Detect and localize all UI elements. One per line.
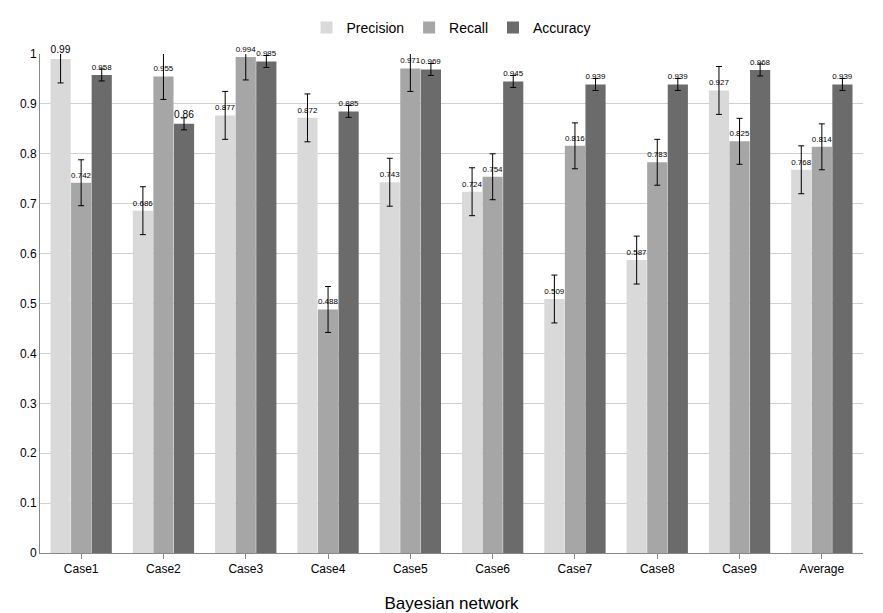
svg-text:0.939: 0.939 [585,72,606,81]
svg-text:0.969: 0.969 [421,57,442,66]
svg-text:0.994: 0.994 [236,45,256,54]
svg-text:Case7: Case7 [558,562,593,576]
svg-text:0.3: 0.3 [20,397,37,411]
svg-text:0: 0 [30,546,37,560]
svg-text:0.8: 0.8 [20,147,37,161]
svg-text:0.877: 0.877 [215,103,236,112]
svg-text:0.5: 0.5 [20,297,37,311]
svg-text:0.939: 0.939 [832,72,853,81]
svg-text:0.6: 0.6 [20,247,37,261]
svg-text:Case3: Case3 [228,562,263,576]
svg-text:0.488: 0.488 [318,297,338,306]
svg-text:Case8: Case8 [640,562,675,576]
svg-text:0.99: 0.99 [50,44,70,55]
svg-text:Precision: Precision [347,20,405,36]
svg-text:0.4: 0.4 [20,347,37,361]
svg-text:0.939: 0.939 [668,72,689,81]
svg-text:0.9: 0.9 [20,97,37,111]
svg-text:0.783: 0.783 [647,150,667,159]
svg-text:0.958: 0.958 [92,63,113,72]
svg-text:0.7: 0.7 [20,197,37,211]
svg-text:0.2: 0.2 [20,446,37,460]
svg-text:0.1: 0.1 [20,496,37,510]
svg-text:0.686: 0.686 [133,199,154,208]
svg-text:0.814: 0.814 [812,135,832,144]
svg-text:Bayesian network: Bayesian network [384,594,519,613]
svg-text:0.968: 0.968 [750,58,771,67]
svg-text:0.885: 0.885 [339,99,360,108]
svg-text:Average: Average [800,562,845,576]
svg-text:0.754: 0.754 [483,165,503,174]
svg-text:0.509: 0.509 [544,287,565,296]
svg-text:0.816: 0.816 [565,134,585,143]
svg-text:Accuracy: Accuracy [533,20,591,36]
svg-text:0.955: 0.955 [153,64,173,73]
svg-text:0.971: 0.971 [400,56,420,65]
svg-text:Case6: Case6 [475,562,510,576]
svg-text:Case2: Case2 [146,562,181,576]
svg-text:0.825: 0.825 [729,129,749,138]
svg-text:Case9: Case9 [722,562,757,576]
svg-text:1: 1 [30,47,37,61]
svg-text:0.587: 0.587 [627,248,648,257]
svg-text:0.724: 0.724 [462,180,483,189]
svg-text:0.945: 0.945 [503,69,524,78]
svg-text:0.86: 0.86 [174,109,194,120]
svg-text:0.927: 0.927 [709,78,730,87]
svg-text:Case4: Case4 [311,562,346,576]
svg-text:0.768: 0.768 [791,158,812,167]
svg-text:0.985: 0.985 [256,49,277,58]
svg-text:Case5: Case5 [393,562,428,576]
svg-text:0.743: 0.743 [380,170,401,179]
svg-text:Recall: Recall [449,20,488,36]
svg-text:Case1: Case1 [64,562,99,576]
svg-text:0.742: 0.742 [71,171,91,180]
svg-text:0.872: 0.872 [297,106,318,115]
